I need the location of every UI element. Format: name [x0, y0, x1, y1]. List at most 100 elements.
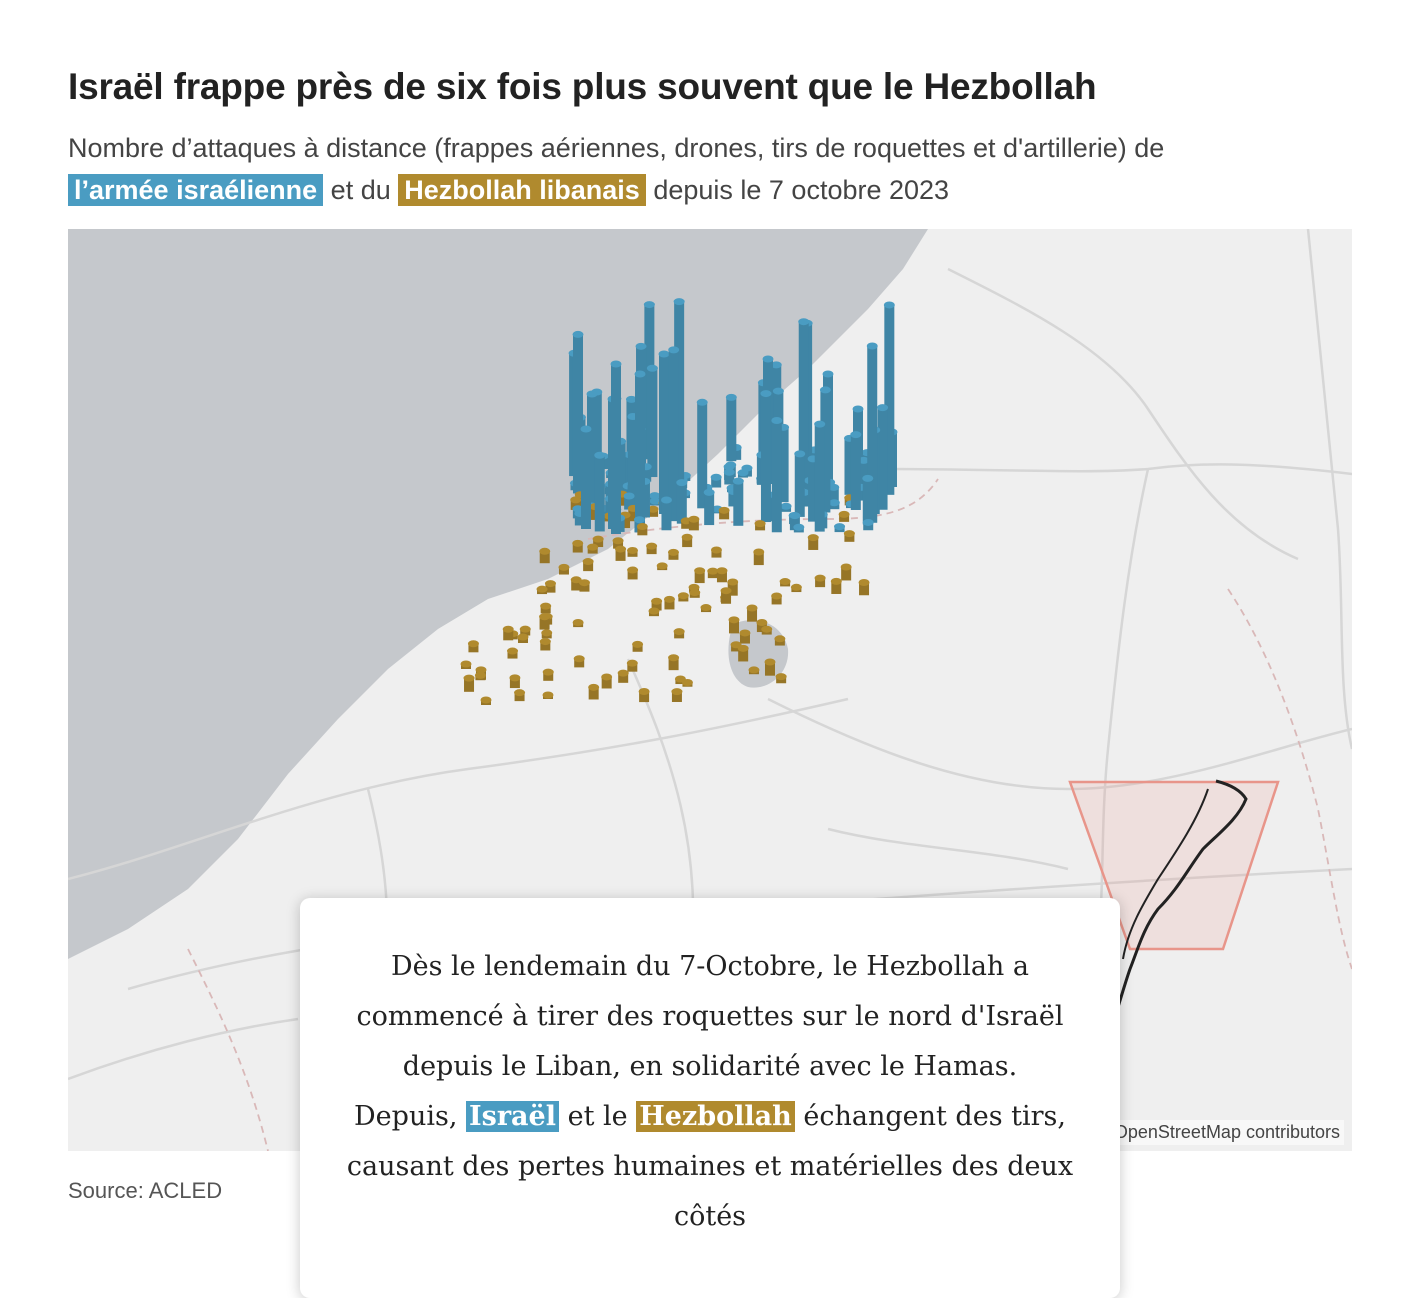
hezbollah-column [541, 629, 553, 639]
israel-column [673, 298, 685, 498]
hezbollah-column [601, 673, 613, 689]
hezbollah-column [756, 619, 768, 633]
israel-column [646, 364, 658, 478]
subtitle-text-1: Nombre d’attaques à distance (frappes aé… [68, 133, 1165, 163]
hezbollah-column [710, 546, 722, 558]
hezbollah-column [754, 520, 766, 531]
hezbollah-column [648, 607, 660, 617]
hezbollah-column [636, 522, 648, 536]
israel-column [703, 488, 715, 526]
hezbollah-column [716, 567, 728, 583]
israel-column [850, 431, 862, 510]
card-text-1: Dès le lendemain du 7-Octobre, le Hezbol… [356, 951, 1064, 1082]
hezbollah-column [728, 616, 740, 634]
israel-column [793, 523, 805, 533]
chart-title: Israël frappe près de six fois plus souv… [68, 66, 1097, 107]
israel-column [794, 450, 806, 517]
attack-bars [460, 298, 898, 705]
israel-column [789, 512, 801, 531]
hezbollah-column [840, 563, 852, 581]
hezbollah-column [718, 506, 730, 520]
hezbollah-column [681, 679, 693, 687]
hezbollah-column [727, 578, 739, 596]
israel-column [828, 499, 840, 510]
israel-column [780, 502, 792, 512]
hezbollah-column [572, 618, 584, 628]
hezbollah-column [647, 505, 659, 517]
hezbollah-column [627, 546, 639, 557]
hezbollah-column [761, 625, 773, 635]
hezbollah-column [502, 625, 514, 641]
hezbollah-column [771, 592, 783, 605]
hezbollah-column [517, 633, 529, 643]
israel-column [572, 330, 584, 494]
hezbollah-column [858, 579, 870, 596]
israel-column [723, 468, 735, 485]
israel-column [610, 360, 622, 534]
israel-column [676, 479, 688, 524]
hezbollah-column [460, 660, 472, 669]
israel-column [634, 370, 646, 524]
israel-column [649, 497, 661, 506]
hezbollah-column [838, 510, 850, 522]
hezbollah-column [646, 542, 658, 555]
card-text-2-pre: Depuis, [354, 1101, 458, 1132]
hezbollah-column [615, 545, 627, 561]
israel-column [883, 301, 895, 495]
hezbollah-column [843, 530, 855, 542]
hezbollah-column [592, 535, 604, 548]
hezbollah-column [617, 669, 629, 683]
hezbollah-column [651, 597, 663, 611]
israel-column [668, 346, 680, 522]
hezbollah-column [748, 666, 760, 675]
israel-column [594, 451, 606, 532]
hezbollah-column [558, 563, 570, 575]
hezbollah-column [509, 674, 521, 689]
card-text-2-post: échangent des tirs, causant des pertes h… [346, 1101, 1074, 1232]
mediterranean-sea [68, 229, 928, 959]
hezbollah-column [739, 629, 751, 644]
israel-column [798, 318, 810, 489]
subtitle-text-3: depuis le 7 octobre 2023 [653, 175, 950, 205]
hezbollah-column [790, 583, 802, 593]
hezbollah-column [671, 688, 683, 702]
hezbollah-column [539, 547, 551, 564]
hezbollah-column [542, 668, 554, 681]
card-text-2-mid: et le [567, 1101, 628, 1132]
hezbollah-column [700, 604, 712, 613]
israel-column [866, 342, 878, 523]
israel-column [819, 386, 831, 513]
hezbollah-column [753, 548, 765, 566]
hezbollah-column [570, 496, 582, 510]
israel-column [660, 496, 672, 531]
hezbollah-column [542, 691, 554, 699]
israel-column [725, 393, 737, 462]
israel-column [623, 492, 635, 510]
hezbollah-column [536, 585, 548, 595]
hezbollah-column [807, 534, 819, 550]
israel-column [658, 350, 670, 514]
hezbollah-column [764, 658, 776, 676]
hezbollah-column [519, 625, 531, 636]
hezbollah-column [588, 683, 600, 700]
israel-column [696, 398, 708, 509]
hezbollah-column [539, 613, 551, 630]
legend-hezbollah-label: Hezbollah libanais [398, 174, 646, 206]
hezbollah-column [707, 567, 719, 579]
hezbollah-column [779, 578, 791, 587]
hezbollah-column [746, 604, 758, 622]
card-highlight-hezbollah: Hezbollah [636, 1101, 795, 1132]
inset-locator-box [1068, 780, 1280, 951]
hezbollah-column [540, 602, 552, 614]
hezbollah-column [539, 638, 551, 651]
israel-column [586, 390, 598, 514]
hezbollah-column [668, 654, 680, 671]
hezbollah-column [507, 647, 519, 659]
hezbollah-column [632, 640, 644, 652]
hezbollah-column [688, 515, 700, 531]
map-view[interactable]: © OpenMapTiles © OpenStreetMap contribut… [68, 229, 1352, 1151]
hezbollah-column [627, 566, 639, 580]
hezbollah-column [626, 659, 638, 672]
israel-column [834, 523, 846, 533]
israel-column [877, 404, 889, 510]
